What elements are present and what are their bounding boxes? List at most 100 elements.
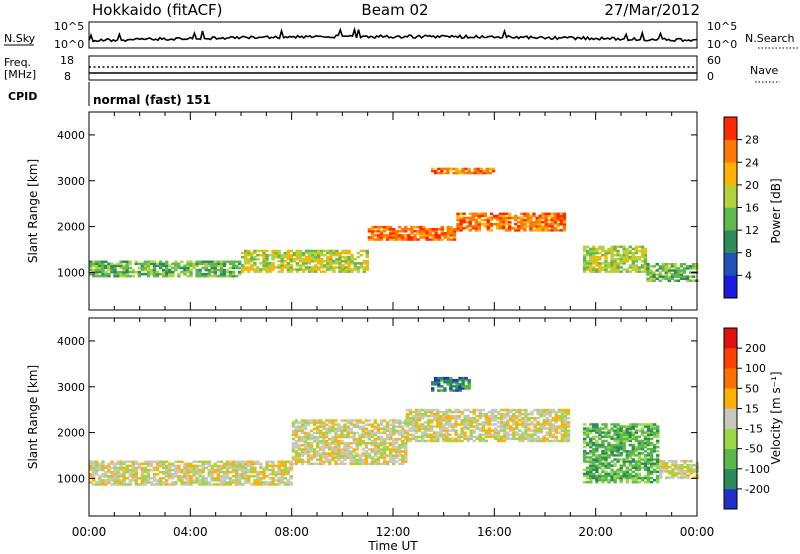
- velocity-cell: [104, 483, 108, 486]
- velocity-cell: [325, 454, 329, 457]
- power-cell: [335, 258, 339, 261]
- velocity-cell: [458, 385, 462, 388]
- velocity-cell: [649, 427, 654, 430]
- power-cell: [667, 269, 671, 272]
- velocity-cell: [598, 437, 602, 441]
- velocity-cell: [548, 433, 552, 436]
- velocity-cell: [548, 429, 552, 432]
- velocity-cell: [355, 454, 359, 457]
- power-cell: [344, 249, 348, 253]
- power-cell: [655, 269, 659, 272]
- power-cell: [477, 225, 481, 228]
- power-cell: [440, 169, 444, 173]
- power-cell: [479, 171, 483, 175]
- velocity-cell: [637, 462, 642, 465]
- velocity-cell: [628, 472, 632, 476]
- velocity-cell: [634, 429, 639, 432]
- power-cell: [520, 216, 524, 220]
- velocity-cell: [186, 477, 190, 480]
- velocity-cell: [604, 458, 608, 461]
- velocity-cell: [604, 447, 608, 451]
- velocity-cell: [225, 462, 230, 466]
- velocity-cell: [527, 419, 531, 422]
- velocity-cell: [367, 431, 372, 435]
- power-cell: [353, 262, 357, 265]
- velocity-cell: [601, 431, 605, 434]
- velocity-cell: [180, 479, 184, 482]
- velocity-cell: [420, 433, 425, 436]
- velocity-cell: [219, 481, 224, 484]
- velocity-cell: [134, 477, 138, 480]
- velocity-cell: [358, 419, 362, 422]
- power-cell: [616, 258, 620, 261]
- velocity-cell: [210, 470, 214, 474]
- power-cell: [283, 251, 287, 255]
- velocity-cell: [640, 452, 645, 455]
- velocity-cell: [259, 466, 263, 470]
- velocity-cell: [95, 466, 99, 470]
- power-cell: [550, 216, 554, 220]
- power-cell: [158, 260, 163, 263]
- power-cell: [195, 268, 199, 272]
- velocity-cell: [405, 435, 410, 439]
- power-cell: [547, 222, 551, 226]
- velocity-cell: [490, 429, 495, 432]
- velocity-cell: [312, 452, 317, 455]
- velocity-cell: [649, 437, 654, 441]
- power-cell: [679, 273, 684, 276]
- velocity-cell: [189, 462, 193, 466]
- velocity-cell: [122, 460, 126, 463]
- power-cell: [658, 273, 662, 276]
- velocity-cell: [656, 464, 660, 467]
- power-cell: [595, 270, 599, 273]
- velocity-cell: [119, 479, 123, 482]
- velocity-cell: [319, 419, 323, 422]
- power-cell: [505, 212, 509, 216]
- velocity-cell: [433, 419, 437, 422]
- velocity-cell: [610, 443, 614, 447]
- power-cell: [619, 253, 623, 257]
- velocity-cell: [583, 456, 587, 459]
- velocity-cell: [319, 433, 323, 437]
- power-cell: [637, 245, 642, 249]
- power-cell: [392, 230, 396, 233]
- velocity-cell: [521, 423, 525, 426]
- velocity-cell: [358, 421, 362, 424]
- velocity-cell: [337, 448, 341, 451]
- velocity-cell: [595, 466, 599, 469]
- velocity-cell: [493, 429, 498, 432]
- velocity-cell: [271, 470, 275, 474]
- velocity-cell: [506, 427, 510, 430]
- velocity-cell: [595, 425, 599, 428]
- velocity-cell: [119, 462, 123, 466]
- power-cell: [559, 220, 564, 224]
- velocity-cell: [592, 458, 596, 461]
- power-cell: [359, 253, 363, 257]
- velocity-cell: [631, 466, 635, 469]
- power-cell: [625, 247, 629, 251]
- velocity-cell: [411, 429, 416, 432]
- velocity-cell: [515, 417, 519, 420]
- power-cell: [283, 253, 287, 257]
- velocity-cell: [382, 450, 387, 453]
- velocity-cell: [382, 446, 387, 449]
- velocity-cell: [376, 442, 381, 445]
- power-cell: [431, 238, 435, 241]
- velocity-cell: [241, 466, 245, 470]
- power-cell: [446, 236, 451, 239]
- velocity-cell: [443, 387, 447, 390]
- velocity-cell: [228, 483, 233, 486]
- velocity-cell: [592, 423, 596, 426]
- freq-tick-bottom: 8: [64, 70, 71, 83]
- velocity-cell: [481, 423, 486, 426]
- power-cell: [492, 214, 497, 218]
- velocity-cell: [274, 475, 278, 478]
- power-cell: [201, 260, 205, 263]
- power-cell: [640, 245, 645, 249]
- velocity-cell: [662, 470, 666, 473]
- power-cell: [104, 272, 108, 276]
- velocity-cell: [219, 464, 224, 468]
- velocity-cell: [274, 470, 278, 474]
- velocity-cell: [192, 470, 196, 474]
- velocity-cell: [101, 472, 105, 476]
